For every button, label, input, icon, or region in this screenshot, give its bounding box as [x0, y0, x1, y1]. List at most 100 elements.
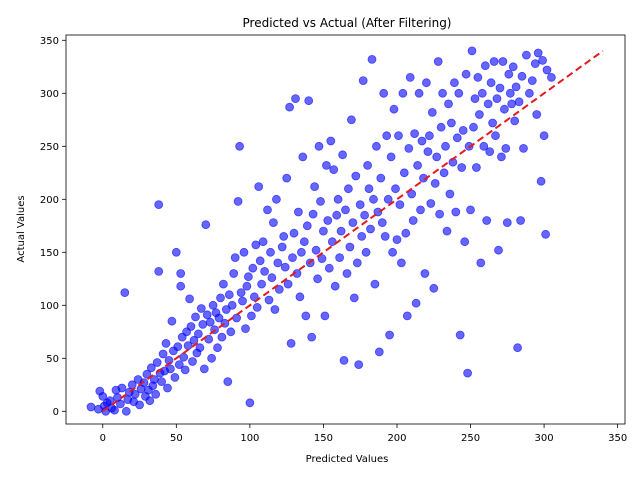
data-point [407, 189, 417, 199]
data-point [151, 389, 161, 399]
data-point [258, 237, 268, 247]
data-point [461, 69, 471, 79]
data-point [516, 216, 525, 225]
data-point [291, 94, 300, 103]
data-point [364, 184, 374, 194]
data-point [525, 88, 534, 98]
data-point [154, 266, 164, 276]
data-point [285, 102, 295, 112]
data-point [507, 99, 517, 109]
data-point [469, 122, 478, 132]
data-point [308, 209, 318, 219]
data-point [326, 136, 336, 146]
data-point [370, 279, 380, 289]
data-point [324, 263, 334, 273]
data-point [173, 342, 183, 352]
data-point [426, 199, 436, 208]
data-point [488, 118, 498, 128]
data-point [176, 281, 186, 291]
reference-line-layer [102, 50, 604, 413]
data-point [536, 176, 546, 186]
data-point [185, 294, 195, 304]
data-point [170, 372, 180, 382]
data-point [135, 400, 145, 410]
data-point [270, 305, 280, 314]
data-point [491, 131, 500, 141]
data-point [318, 226, 328, 236]
data-point [205, 317, 215, 327]
data-point [157, 377, 167, 387]
data-point [332, 210, 342, 220]
data-point [439, 168, 449, 178]
data-point [311, 245, 321, 255]
data-point [496, 152, 506, 162]
data-point [446, 118, 456, 128]
data-point [457, 163, 467, 172]
data-point [239, 247, 249, 257]
data-point [216, 293, 225, 303]
data-point [188, 357, 197, 366]
data-point [432, 152, 442, 162]
data-point [429, 283, 439, 293]
data-point [314, 141, 324, 151]
data-point [120, 288, 130, 298]
data-point [458, 125, 468, 135]
data-point [142, 369, 152, 379]
x-axis: 0 50 100 150 200 250 300 350 [100, 424, 627, 444]
data-point [382, 131, 392, 141]
data-point [295, 292, 305, 302]
data-point [455, 330, 465, 340]
data-point [367, 55, 377, 64]
data-point [313, 274, 323, 284]
data-point [268, 218, 278, 228]
data-point [320, 311, 330, 321]
data-point [117, 383, 127, 393]
x-tick-label: 350 [608, 433, 627, 444]
data-point [467, 46, 477, 56]
data-point [420, 269, 430, 278]
x-tick-label: 0 [100, 433, 106, 444]
data-point [398, 88, 408, 98]
data-point [196, 304, 206, 313]
data-point [541, 229, 550, 239]
data-point [495, 83, 505, 93]
chart-title: Predicted vs Actual (After Filtering) [243, 16, 452, 30]
points-layer [86, 46, 556, 416]
data-point [286, 338, 296, 348]
data-point [283, 279, 293, 289]
data-point [252, 302, 262, 312]
data-point [486, 78, 496, 88]
data-point [229, 269, 239, 278]
data-point [342, 269, 352, 278]
data-point [348, 218, 358, 228]
data-point [163, 383, 172, 393]
plot-area-frame [65, 34, 626, 425]
data-point [293, 207, 303, 217]
data-point [508, 62, 518, 72]
data-point [186, 322, 196, 331]
data-point [539, 131, 549, 141]
data-point [522, 50, 531, 60]
data-point [417, 136, 427, 146]
data-point [386, 152, 396, 162]
data-point [267, 273, 277, 283]
data-point [271, 194, 281, 204]
data-point [391, 184, 400, 194]
x-tick-label: 250 [461, 433, 480, 444]
data-point [264, 295, 274, 305]
data-point [165, 364, 175, 374]
data-point [263, 205, 272, 215]
data-point [336, 226, 346, 236]
data-point [341, 205, 350, 215]
data-point [214, 313, 224, 323]
x-tick-label: 200 [387, 433, 406, 444]
data-point [198, 319, 208, 329]
data-point [376, 173, 386, 183]
x-tick-label: 150 [314, 433, 333, 444]
data-point [408, 216, 418, 225]
data-point [369, 194, 378, 204]
data-point [395, 200, 405, 210]
data-point [224, 290, 234, 300]
data-point [217, 332, 227, 342]
